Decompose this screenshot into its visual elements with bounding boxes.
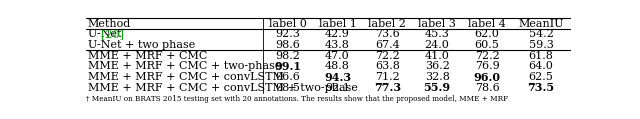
Text: 47.0: 47.0 xyxy=(325,51,350,61)
Text: Method: Method xyxy=(88,19,131,29)
Text: 98.2: 98.2 xyxy=(275,51,300,61)
Text: 67.4: 67.4 xyxy=(375,40,399,50)
Text: 98.6: 98.6 xyxy=(275,40,300,50)
Text: label 1: label 1 xyxy=(319,19,356,29)
Text: 92.3: 92.3 xyxy=(275,29,300,39)
Text: 77.3: 77.3 xyxy=(374,82,401,93)
Text: 72.2: 72.2 xyxy=(375,51,399,61)
Text: 61.8: 61.8 xyxy=(529,51,554,61)
Text: † MeanIU on BRATS 2015 testing set with 20 annotations. The results show that th: † MeanIU on BRATS 2015 testing set with … xyxy=(86,95,508,103)
Text: 45.3: 45.3 xyxy=(425,29,450,39)
Text: MME + MRF + CMC + convLSTM: MME + MRF + CMC + convLSTM xyxy=(88,72,284,82)
Text: 41.0: 41.0 xyxy=(425,51,450,61)
Text: 24.0: 24.0 xyxy=(425,40,450,50)
Text: MeanIU: MeanIU xyxy=(518,19,564,29)
Text: label 2: label 2 xyxy=(369,19,406,29)
Text: 99.1: 99.1 xyxy=(274,61,301,72)
Text: U-Net + two phase: U-Net + two phase xyxy=(88,40,195,50)
Text: 73.5: 73.5 xyxy=(527,82,555,93)
Text: 62.0: 62.0 xyxy=(475,29,499,39)
Text: 98.5: 98.5 xyxy=(275,83,300,93)
Text: 92.1: 92.1 xyxy=(325,83,350,93)
Text: MME + MRF + CMC: MME + MRF + CMC xyxy=(88,51,207,61)
Text: [20]: [20] xyxy=(101,29,124,39)
Text: 63.8: 63.8 xyxy=(375,61,400,71)
Text: 32.8: 32.8 xyxy=(425,72,450,82)
Text: 54.2: 54.2 xyxy=(529,29,554,39)
Text: MME + MRF + CMC + two-phase: MME + MRF + CMC + two-phase xyxy=(88,61,282,71)
Text: 71.2: 71.2 xyxy=(375,72,399,82)
Text: 42.9: 42.9 xyxy=(325,29,350,39)
Text: 55.9: 55.9 xyxy=(424,82,451,93)
Text: label 3: label 3 xyxy=(418,19,456,29)
Text: 72.2: 72.2 xyxy=(475,51,499,61)
Text: 96.0: 96.0 xyxy=(474,72,500,83)
Text: 94.3: 94.3 xyxy=(324,72,351,83)
Text: U-Net: U-Net xyxy=(88,29,125,39)
Text: 60.5: 60.5 xyxy=(475,40,499,50)
Text: 62.5: 62.5 xyxy=(529,72,554,82)
Text: 64.0: 64.0 xyxy=(529,61,554,71)
Text: 48.8: 48.8 xyxy=(325,61,350,71)
Text: 76.9: 76.9 xyxy=(475,61,499,71)
Text: label 0: label 0 xyxy=(269,19,307,29)
Text: 43.8: 43.8 xyxy=(325,40,350,50)
Text: 59.3: 59.3 xyxy=(529,40,554,50)
Text: 78.6: 78.6 xyxy=(475,83,499,93)
Text: 36.2: 36.2 xyxy=(425,61,450,71)
Text: 96.6: 96.6 xyxy=(275,72,300,82)
Text: label 4: label 4 xyxy=(468,19,506,29)
Text: MME + MRF + CMC + convLSTM + two-phase: MME + MRF + CMC + convLSTM + two-phase xyxy=(88,83,358,93)
Text: 73.6: 73.6 xyxy=(375,29,399,39)
